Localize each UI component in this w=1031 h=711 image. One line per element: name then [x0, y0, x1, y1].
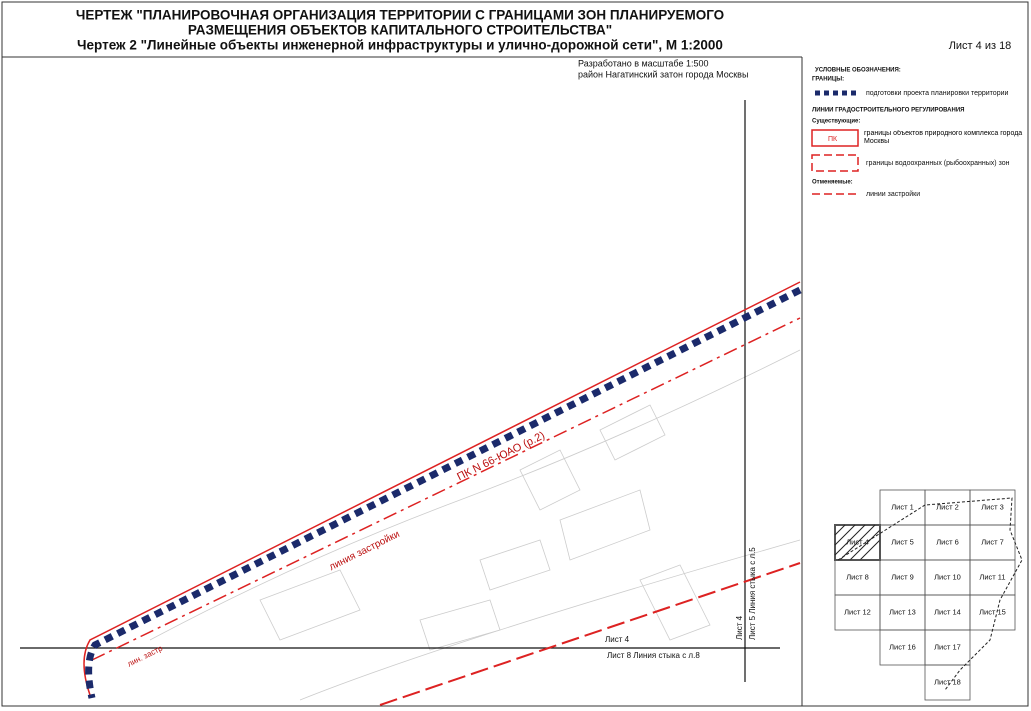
sheet-label: Лист 17: [934, 642, 961, 651]
index-boundary: [837, 497, 1023, 691]
sheet-label: Лист 9: [891, 572, 914, 581]
title: ЧЕРТЕЖ "ПЛАНИРОВОЧНАЯ ОРГАНИЗАЦИЯ ТЕРРИТ…: [76, 8, 724, 23]
sheet-label: Лист 11: [979, 572, 1005, 581]
sheet-index: Лист 1 Лист 2 Лист 3 Лист 4 Лист 5 Лист 6 Лист…: [834, 489, 1023, 701]
legend-heading: ЛИНИИ ГРАДОСТРОИТЕЛЬНОГО РЕГУЛИРОВАНИЯ: [812, 108, 964, 114]
map-label: Лист 8 Линия стыка с л.8: [607, 651, 700, 660]
sheet-label: Лист 8: [846, 572, 869, 581]
map-background: [149, 349, 801, 701]
legend-sample-label: ПК: [828, 136, 838, 143]
legend-sample: [811, 129, 859, 147]
sheet-label: Лист 16: [889, 642, 916, 651]
current-sheet-hatch: [834, 524, 881, 561]
legend-text: границы объектов природного комплекса го…: [864, 130, 1023, 145]
sheet-label: Лист 5: [891, 537, 914, 546]
subtitle: Чертеж 2 "Линейные объекты инженерной ин…: [77, 38, 723, 53]
note: Разработано в масштабе 1:500: [578, 58, 709, 68]
legend-title: УСЛОВНЫЕ ОБОЗНАЧЕНИЯ:: [815, 68, 901, 74]
legend-text: линии застройки: [866, 190, 920, 198]
legend-text: подготовки проекта планировки территории: [866, 90, 1008, 97]
sheet-label: Лист 14: [934, 607, 961, 616]
sheet-label: Лист 13: [889, 607, 916, 616]
project-boundary: [85, 286, 802, 699]
sheet-label: Лист 12: [844, 607, 871, 616]
legend-heading: Существующие:: [812, 119, 860, 125]
legend-text: границы объектов природного комплекса го…: [864, 130, 1023, 145]
sheet-label: Лист 6: [936, 537, 959, 546]
sheet-label: Лист 18: [934, 677, 961, 686]
note: район Нагатинский затон города Москвы: [578, 69, 748, 79]
sheet-number: Лист 4 из 18: [949, 40, 1012, 52]
sheet-label: Лист 2: [936, 502, 959, 511]
map-label: Лист 4: [735, 615, 744, 640]
sheet-label: Лист 10: [934, 572, 961, 581]
legend-heading: Отменяемые:: [812, 180, 853, 186]
sheet-label: Лист 3: [981, 502, 1004, 511]
building-line: [379, 562, 801, 706]
sheet-label: Лист 1: [891, 502, 914, 511]
nature-boundary: [83, 281, 801, 696]
sheet-label: Лист 7: [981, 537, 1004, 546]
map-label: Лист 5 Линия стыка с л.5: [748, 547, 757, 640]
sheet-label: Лист 15: [979, 607, 1006, 616]
sheet-cell: [924, 664, 971, 701]
map-label: линия застройки: [328, 529, 402, 573]
legend-sample: [811, 154, 859, 172]
title: РАЗМЕЩЕНИЯ ОБЪЕКТОВ КАПИТАЛЬНОГО СТРОИТЕ…: [188, 23, 612, 38]
map-label: Лист 4: [605, 635, 630, 644]
sheet-label: Лист 4: [846, 537, 869, 546]
map-label: лин. застр: [126, 643, 165, 668]
legend-heading: ГРАНИЦЫ:: [812, 77, 844, 83]
building-line: [91, 317, 801, 661]
legend-text: границы водоохранных (рыбоохранных) зон: [866, 159, 1010, 167]
